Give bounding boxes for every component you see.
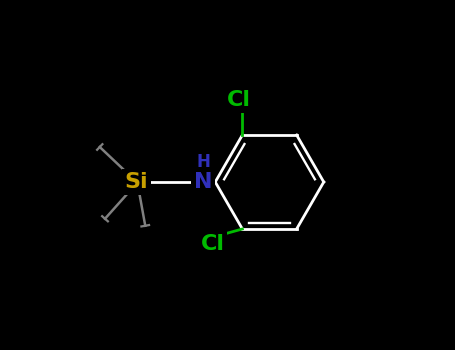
Text: H: H xyxy=(196,153,210,172)
Text: Cl: Cl xyxy=(227,90,251,110)
Text: Si: Si xyxy=(125,172,148,192)
Text: Cl: Cl xyxy=(201,234,225,254)
Text: N: N xyxy=(194,172,212,192)
